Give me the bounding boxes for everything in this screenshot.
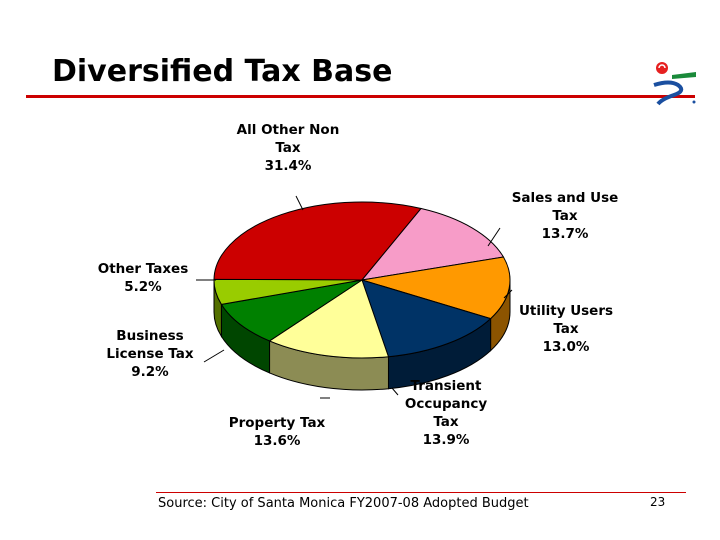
footer-rule xyxy=(156,492,686,493)
slice-label-5: Business License Tax 9.2% xyxy=(106,328,193,380)
pie-slice-6 xyxy=(213,278,363,305)
pie-slices xyxy=(213,201,511,359)
pie-slice-1 xyxy=(360,207,505,281)
pie-labels: All Other Non Tax 31.4% Sales and Use Tax 13.… xyxy=(98,122,619,449)
slice-label-2: Utility Users Tax 13.0% xyxy=(519,303,613,355)
source-note: Source: City of Santa Monica FY2007-08 A… xyxy=(158,496,529,511)
slide-title: Diversified Tax Base xyxy=(52,54,393,89)
leader-line-2 xyxy=(503,289,513,299)
slice-label-3: Transient Occupancy Tax 13.9% xyxy=(405,378,487,448)
pie-slice-3 xyxy=(361,279,492,358)
pie-slice-0 xyxy=(213,201,423,281)
leader-line-1 xyxy=(487,227,501,247)
pie-slice-5 xyxy=(220,279,363,342)
page-number: 23 xyxy=(650,495,666,509)
pie-slice-2 xyxy=(361,256,511,320)
leader-line-3 xyxy=(391,387,399,396)
slice-label-6: Other Taxes 5.2% xyxy=(98,261,189,295)
pie-slice-4 xyxy=(268,279,390,359)
pie-leader-lines xyxy=(196,195,513,399)
santa-monica-logo-icon xyxy=(653,62,696,106)
leader-line-5 xyxy=(203,349,225,363)
slice-label-4: Property Tax 13.6% xyxy=(229,415,326,449)
title-underline xyxy=(26,95,695,98)
leader-line-0 xyxy=(295,195,304,211)
slice-label-1: Sales and Use Tax 13.7% xyxy=(512,190,619,242)
slice-label-0: All Other Non Tax 31.4% xyxy=(237,122,340,174)
